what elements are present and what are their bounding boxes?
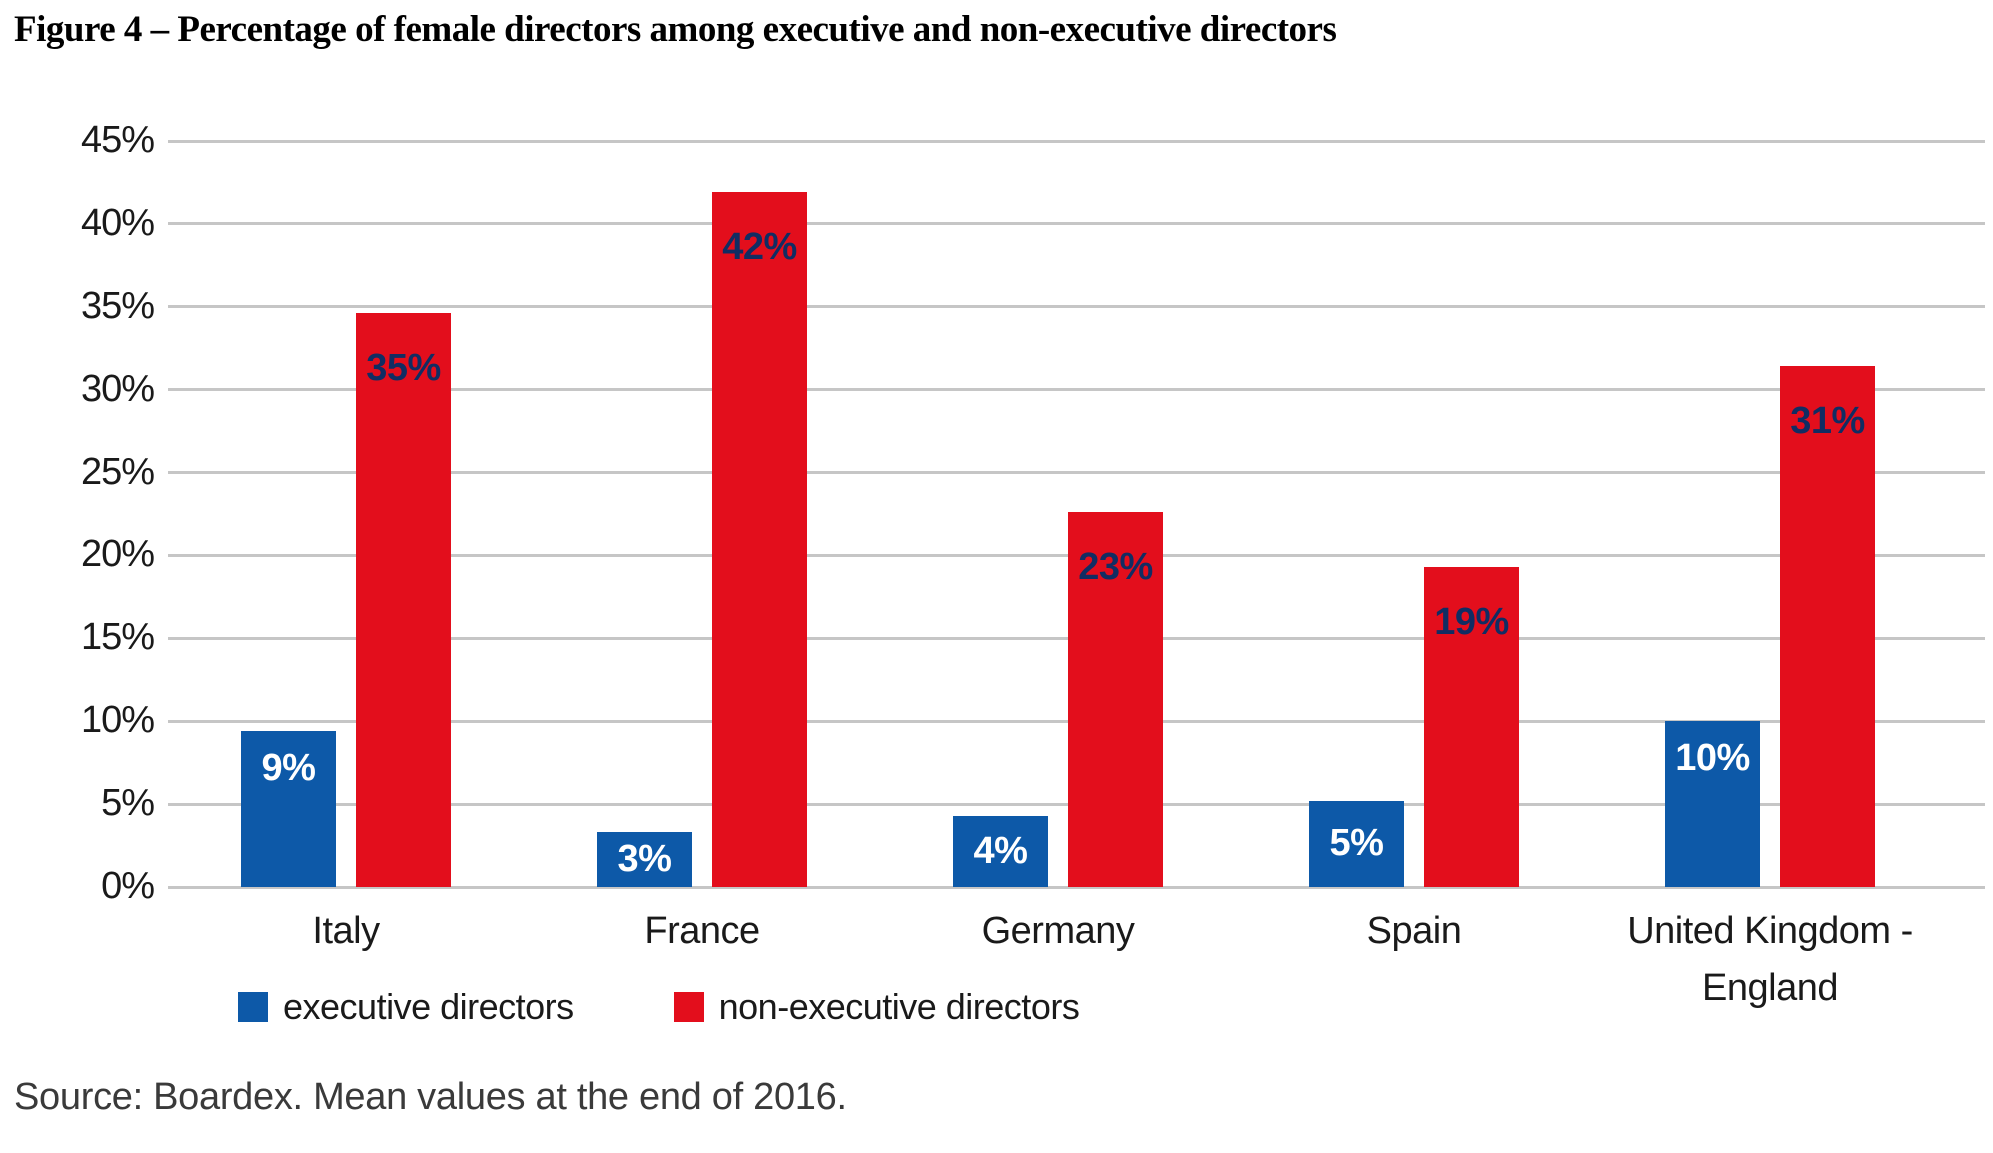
gridline bbox=[168, 139, 1985, 143]
x-axis-category-label: France bbox=[644, 910, 760, 952]
legend-swatch-non-executive bbox=[673, 992, 704, 1022]
legend-item-executive: executive directors bbox=[238, 986, 574, 1028]
bar-value-label: 4% bbox=[973, 829, 1028, 872]
bar-non-executive-directors-italy bbox=[356, 313, 451, 887]
x-axis-category-label: Italy bbox=[312, 910, 380, 952]
y-tick-label: 45% bbox=[80, 119, 155, 161]
bar-value-label: 31% bbox=[1790, 400, 1865, 442]
y-tick-label: 30% bbox=[80, 367, 155, 410]
bar-value-label: 3% bbox=[617, 837, 672, 880]
x-axis-category-label: Spain bbox=[1366, 910, 1462, 952]
x-axis-line bbox=[168, 885, 1985, 889]
bar-executive-directors-italy bbox=[241, 731, 336, 887]
y-tick-label: 10% bbox=[80, 699, 155, 742]
legend-label-non-executive: non-executive directors bbox=[718, 986, 1080, 1027]
bar-value-label: 19% bbox=[1434, 601, 1509, 643]
y-tick-label: 40% bbox=[80, 201, 155, 244]
bar-executive-directors-germany bbox=[953, 816, 1048, 887]
y-tick-label: 20% bbox=[80, 533, 155, 576]
y-tick-label: 35% bbox=[80, 284, 155, 327]
bar-non-executive-directors-france bbox=[712, 192, 807, 887]
bar-value-label: 42% bbox=[722, 226, 797, 268]
bar-executive-directors-france bbox=[597, 832, 692, 887]
bar-executive-directors-united-kingdom-england bbox=[1665, 721, 1760, 887]
bar-value-label: 23% bbox=[1078, 546, 1153, 588]
y-tick-label: 15% bbox=[80, 616, 155, 659]
x-axis-category-label: Germany bbox=[981, 910, 1135, 952]
y-tick-label: 25% bbox=[80, 450, 155, 493]
legend-item-non-executive: non-executive directors bbox=[673, 986, 1080, 1028]
gridline bbox=[168, 305, 1985, 309]
source-note: Source: Boardex. Mean values at the end … bbox=[14, 1076, 847, 1118]
bar-value-label: 5% bbox=[1329, 822, 1384, 864]
gridline bbox=[168, 471, 1985, 475]
y-tick-label: 5% bbox=[101, 782, 155, 825]
gridline bbox=[168, 222, 1985, 226]
bar-value-label: 35% bbox=[366, 347, 441, 389]
bar-chart-plot-area: 0% 5% 10% 15% 20% 25% 30% 35% 40% 45% 9% 35% Italy 3%… bbox=[81, 119, 1985, 1009]
bar-non-executive-directors-germany bbox=[1068, 512, 1163, 887]
y-tick-label: 0% bbox=[101, 865, 155, 907]
bar-value-label: 9% bbox=[261, 747, 316, 789]
legend-label-executive: executive directors bbox=[283, 986, 574, 1027]
bar-non-executive-directors-united-kingdom-england bbox=[1780, 366, 1875, 887]
figure-title: Figure 4 – Percentage of female director… bbox=[14, 9, 1337, 50]
bar-executive-directors-spain bbox=[1309, 801, 1404, 887]
bar-non-executive-directors-spain bbox=[1424, 567, 1519, 887]
x-axis-category-label: United Kingdom - England bbox=[1627, 910, 1913, 1009]
gridline bbox=[168, 388, 1985, 392]
chart-legend: executive directors non-executive direct… bbox=[238, 986, 1080, 1028]
legend-swatch-executive bbox=[238, 992, 268, 1022]
bar-value-label: 10% bbox=[1675, 737, 1750, 779]
